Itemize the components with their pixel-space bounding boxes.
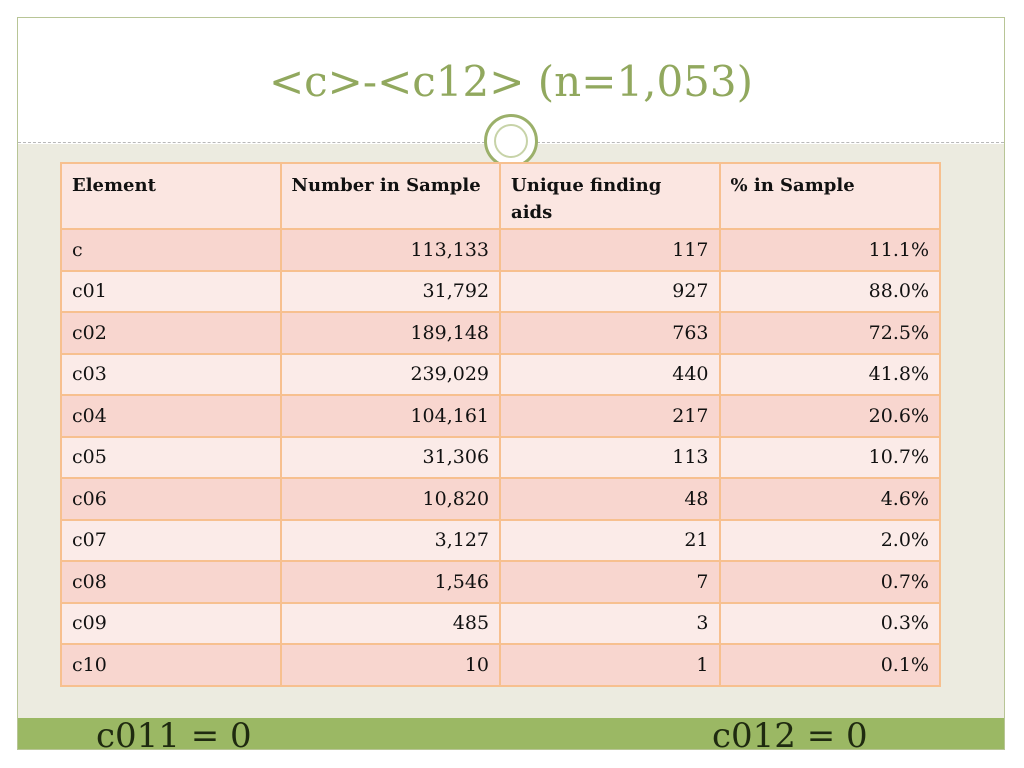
cell-number: 31,306 (279, 435, 502, 479)
cell-unique: 440 (499, 352, 721, 396)
table-row: c10 10 1 0.1% (60, 643, 941, 687)
cell-number: 113,133 (279, 228, 502, 272)
cell-element: c08 (60, 560, 282, 604)
element-count-table: Element Number in Sample Unique finding … (60, 162, 941, 687)
header-element: Element (60, 162, 282, 230)
cell-element: c (60, 228, 282, 272)
cell-number: 3,127 (279, 518, 502, 562)
footnote-c012: c012 = 0 (712, 716, 868, 750)
cell-element: c09 (60, 601, 282, 645)
cell-percent: 41.8% (718, 352, 941, 396)
slide-title: <c>-<c12> (n=1,053) (268, 57, 754, 106)
table-row: c03 239,029 440 41.8% (60, 352, 941, 396)
cell-unique: 1 (499, 643, 721, 687)
cell-number: 239,029 (279, 352, 502, 396)
cell-percent: 2.0% (718, 518, 941, 562)
cell-unique: 7 (499, 560, 721, 604)
cell-element: c01 (60, 269, 282, 313)
table-row: c07 3,127 21 2.0% (60, 518, 941, 562)
cell-number: 1,546 (279, 560, 502, 604)
cell-percent: 10.7% (718, 435, 941, 479)
cell-percent: 4.6% (718, 477, 941, 521)
cell-percent: 88.0% (718, 269, 941, 313)
cell-number: 485 (279, 601, 502, 645)
cell-percent: 72.5% (718, 311, 941, 355)
cell-number: 10 (279, 643, 502, 687)
cell-percent: 11.1% (718, 228, 941, 272)
table-row: c02 189,148 763 72.5% (60, 311, 941, 355)
header-unique-finding-aids: Unique finding aids (499, 162, 721, 230)
cell-unique: 927 (499, 269, 721, 313)
cell-unique: 113 (499, 435, 721, 479)
cell-unique: 763 (499, 311, 721, 355)
cell-unique: 3 (499, 601, 721, 645)
header-number-in-sample: Number in Sample (279, 162, 502, 230)
cell-number: 31,792 (279, 269, 502, 313)
table-row: c09 485 3 0.3% (60, 601, 941, 645)
cell-element: c06 (60, 477, 282, 521)
cell-element: c07 (60, 518, 282, 562)
table-row: c04 104,161 217 20.6% (60, 394, 941, 438)
cell-percent: 0.3% (718, 601, 941, 645)
cell-element: c05 (60, 435, 282, 479)
cell-element: c03 (60, 352, 282, 396)
table-row: c01 31,792 927 88.0% (60, 269, 941, 313)
header-percent-in-sample: % in Sample (718, 162, 941, 230)
cell-element: c10 (60, 643, 282, 687)
table-row: c08 1,546 7 0.7% (60, 560, 941, 604)
circle-ornament-icon (484, 114, 538, 168)
cell-element: c02 (60, 311, 282, 355)
footer-accent-bar (18, 718, 1004, 749)
cell-element: c04 (60, 394, 282, 438)
cell-unique: 48 (499, 477, 721, 521)
cell-percent: 0.1% (718, 643, 941, 687)
cell-percent: 0.7% (718, 560, 941, 604)
table-row: c06 10,820 48 4.6% (60, 477, 941, 521)
table-header-row: Element Number in Sample Unique finding … (60, 162, 941, 230)
slide: <c>-<c12> (n=1,053) Element Number in Sa… (17, 17, 1005, 750)
cell-number: 10,820 (279, 477, 502, 521)
cell-unique: 117 (499, 228, 721, 272)
table-row: c05 31,306 113 10.7% (60, 435, 941, 479)
table-row: c 113,133 117 11.1% (60, 228, 941, 272)
footnote-c011: c011 = 0 (96, 716, 252, 750)
cell-number: 104,161 (279, 394, 502, 438)
cell-percent: 20.6% (718, 394, 941, 438)
cell-unique: 217 (499, 394, 721, 438)
cell-number: 189,148 (279, 311, 502, 355)
cell-unique: 21 (499, 518, 721, 562)
